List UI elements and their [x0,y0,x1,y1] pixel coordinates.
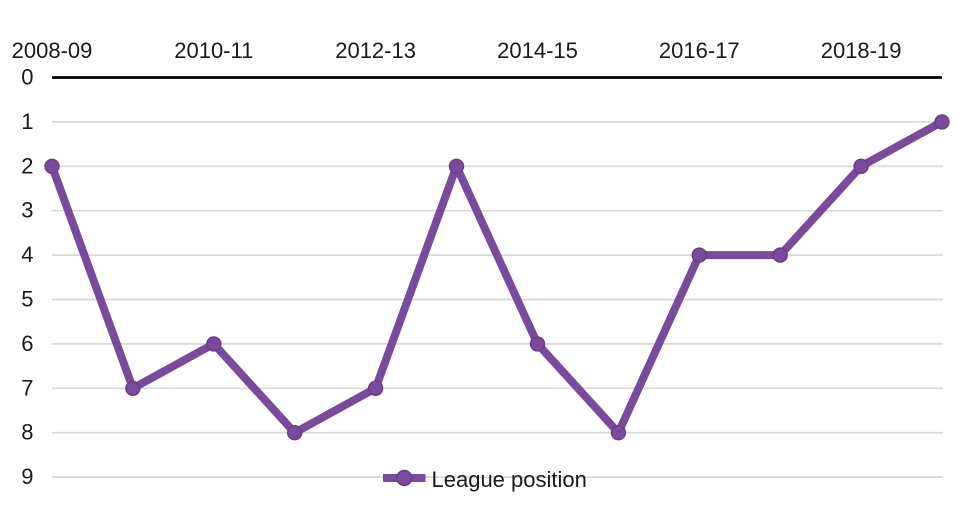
svg-text:League position: League position [432,467,587,492]
svg-text:2016-17: 2016-17 [659,38,740,63]
svg-text:5: 5 [21,287,33,312]
svg-text:2012-13: 2012-13 [335,38,416,63]
svg-text:2018-19: 2018-19 [821,38,902,63]
svg-text:2008-09: 2008-09 [12,38,93,63]
svg-text:6: 6 [21,331,33,356]
svg-text:3: 3 [21,198,33,223]
svg-text:2: 2 [21,153,33,178]
svg-text:2014-15: 2014-15 [497,38,578,63]
svg-text:1: 1 [21,109,33,134]
svg-text:9: 9 [21,464,33,489]
svg-text:0: 0 [21,65,33,90]
svg-text:4: 4 [21,242,33,267]
svg-text:2010-11: 2010-11 [174,38,253,63]
svg-text:8: 8 [21,420,33,445]
svg-text:7: 7 [21,375,33,400]
